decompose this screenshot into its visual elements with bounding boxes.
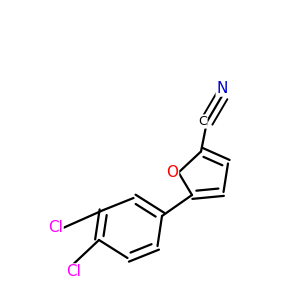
Text: Cl: Cl	[48, 220, 63, 236]
Text: N: N	[216, 81, 228, 96]
Text: Cl: Cl	[66, 264, 81, 279]
Text: O: O	[167, 165, 178, 180]
Text: C: C	[198, 115, 207, 128]
